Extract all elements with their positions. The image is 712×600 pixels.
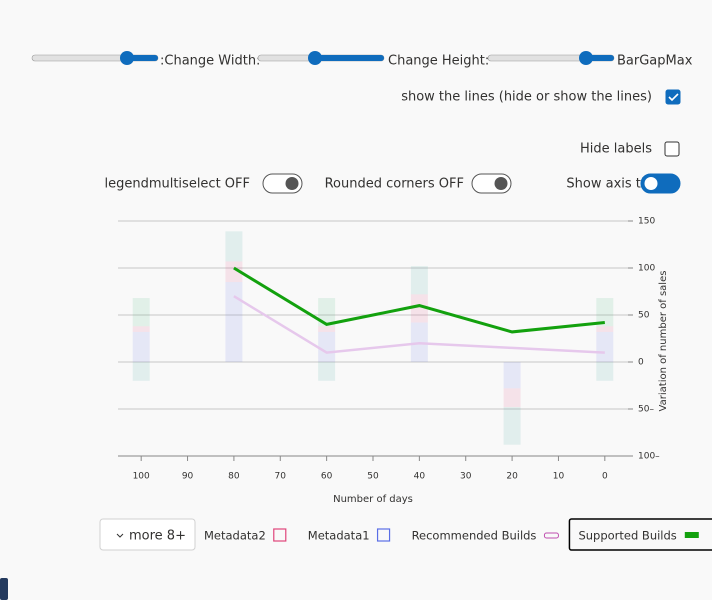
- bar-segment: [503, 362, 521, 389]
- bar-segment: [318, 298, 336, 327]
- slider-thumb[interactable]: [120, 51, 134, 65]
- bar-segment: [318, 362, 336, 381]
- chevron: [116, 533, 124, 538]
- bar-segment: [596, 298, 614, 327]
- slider-thumb[interactable]: [579, 51, 593, 65]
- x-tick-label: 100: [133, 472, 150, 482]
- bar-segment: [225, 261, 243, 283]
- bar-segment: [503, 388, 521, 408]
- legend-label[interactable]: Recommended Builds: [412, 529, 537, 543]
- slider-fill: [127, 55, 158, 61]
- bar-segment: [132, 362, 150, 381]
- toggle-label: Rounded corners OFF: [325, 177, 464, 192]
- legend-selected-box: [568, 518, 712, 551]
- toggle-label: legendmultiselect OFF: [104, 177, 250, 192]
- bargap-label: BarGapMax: [617, 54, 693, 69]
- line-series: [233, 266, 605, 334]
- bar-segment: [318, 326, 336, 332]
- y-tick-label: 100–: [638, 452, 660, 462]
- bar-segment: [503, 407, 521, 445]
- x-axis-title: Number of days: [333, 494, 413, 505]
- bar-segment: [596, 331, 614, 362]
- bar-segment: [318, 331, 336, 362]
- bar-segment: [596, 326, 614, 332]
- toggle-knob: [494, 177, 508, 190]
- y-tick-label: 50–: [638, 405, 654, 415]
- x-tick-label: 0: [602, 472, 608, 482]
- bar-segment: [132, 326, 150, 332]
- toggle-knob: [285, 177, 299, 190]
- line-series: [233, 295, 605, 354]
- checkbox[interactable]: [665, 89, 681, 105]
- legend-swatch: [273, 528, 287, 542]
- slider-fill: [586, 55, 614, 61]
- legend-label[interactable]: Metadata2: [204, 529, 266, 543]
- x-tick-label: 70: [275, 472, 287, 482]
- x-tick-label: 20: [506, 472, 518, 482]
- y-axis-title: Variation of number of sales: [658, 271, 669, 412]
- x-tick-label: 50: [367, 472, 379, 482]
- y-tick-label: 100: [638, 264, 655, 274]
- bar-segment: [225, 282, 243, 362]
- hide-labels-label: Hide labels: [580, 142, 652, 157]
- legend-swatch: [376, 528, 391, 542]
- more-label: more 8+: [129, 529, 186, 544]
- x-tick-label: 30: [460, 472, 472, 482]
- bar-segment: [410, 266, 428, 295]
- toggle-knob: [644, 177, 658, 190]
- bar-segment: [596, 362, 614, 381]
- width-label: :Change Width:: [160, 54, 260, 69]
- side-tab[interactable]: [0, 578, 8, 600]
- checkbox[interactable]: [664, 141, 680, 157]
- y-tick-label: 0: [638, 358, 644, 368]
- bar-segment: [225, 231, 243, 262]
- x-tick-label: 60: [321, 472, 333, 482]
- y-tick-label: 150: [638, 217, 655, 227]
- slider-fill: [315, 55, 384, 61]
- bar-segment: [132, 331, 150, 362]
- slider-thumb[interactable]: [308, 51, 322, 65]
- x-tick-label: 40: [414, 472, 426, 482]
- legend-swatch: [543, 532, 559, 539]
- bar-segment: [410, 294, 428, 323]
- y-tick-label: 50: [638, 311, 650, 321]
- x-tick-label: 90: [182, 472, 194, 482]
- x-tick-label: 10: [553, 472, 565, 482]
- height-label: Change Height:: [388, 54, 489, 69]
- bar-segment: [132, 298, 150, 327]
- legend-swatch: [684, 532, 699, 538]
- legend-label[interactable]: Supported Builds: [578, 529, 676, 543]
- checkmark: [668, 93, 679, 102]
- show-lines-label: show the lines (hide or show the lines): [401, 90, 652, 105]
- x-tick-label: 80: [228, 472, 240, 482]
- legend-label[interactable]: Metadata1: [308, 529, 370, 543]
- more-button[interactable]: [99, 518, 196, 551]
